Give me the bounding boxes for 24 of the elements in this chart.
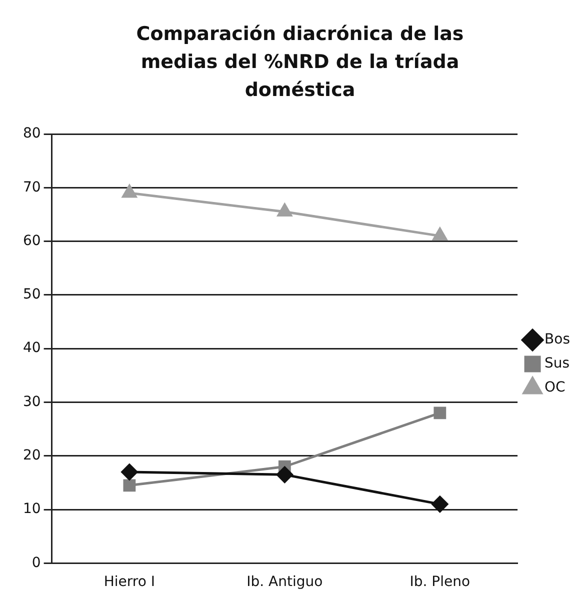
x-tick-label: Ib. Antiguo (246, 574, 323, 590)
legend-label: Bos (544, 332, 570, 348)
y-tick-label: 0 (32, 554, 41, 571)
legend-label: OC (544, 380, 566, 396)
point (121, 464, 138, 480)
point (123, 479, 136, 492)
point (276, 466, 293, 483)
point (432, 496, 448, 512)
y-tick-label: 80 (22, 126, 41, 142)
point (122, 184, 137, 198)
y-tick-label: 30 (22, 394, 41, 410)
y-tick-label: 70 (22, 179, 41, 196)
x-tick-label: Ib. Pleno (410, 574, 470, 590)
x-tick-label: Hierro I (104, 574, 156, 590)
y-tick-label: 40 (22, 340, 41, 356)
y-tick-label: 50 (22, 286, 41, 303)
y-tick-label: 60 (22, 232, 41, 249)
chart-title: Comparación diacrónica de las medias del %NRD de la tríada doméstica (135, 22, 465, 103)
y-tick-label: 20 (22, 448, 41, 464)
point (277, 204, 292, 217)
legend-label: Sus (544, 356, 570, 372)
y-tick-label: 10 (22, 501, 41, 518)
point (432, 228, 448, 241)
point (434, 406, 446, 420)
